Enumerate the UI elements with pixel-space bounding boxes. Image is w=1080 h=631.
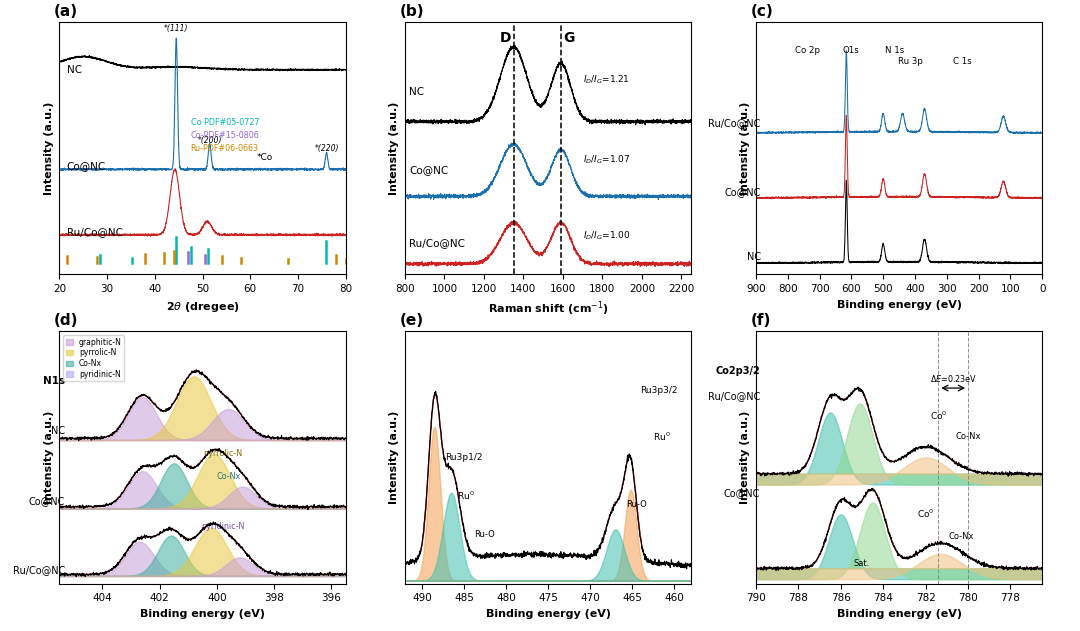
- Text: Sat.: Sat.: [854, 558, 870, 568]
- Text: Ru/Co@NC: Ru/Co@NC: [708, 118, 760, 128]
- X-axis label: Binding energy (eV): Binding energy (eV): [837, 609, 961, 619]
- X-axis label: Binding energy (eV): Binding energy (eV): [140, 609, 265, 619]
- Text: Co@NC: Co@NC: [725, 187, 760, 197]
- Text: Co-Nx: Co-Nx: [949, 531, 974, 541]
- Text: $I_D$/$I_G$=1.00: $I_D$/$I_G$=1.00: [582, 230, 631, 242]
- Text: (e): (e): [400, 313, 423, 328]
- Text: NC: NC: [409, 87, 424, 97]
- Text: Co2p3/2: Co2p3/2: [715, 365, 760, 375]
- Text: Co@NC: Co@NC: [409, 165, 448, 175]
- Text: G: G: [563, 31, 575, 45]
- Text: Co@NC: Co@NC: [724, 488, 760, 498]
- Text: *(111): *(111): [164, 25, 189, 33]
- Text: (a): (a): [54, 4, 78, 19]
- Y-axis label: Intensity (a.u.): Intensity (a.u.): [44, 102, 54, 195]
- Text: NC: NC: [51, 426, 65, 436]
- Legend: graphitic-N, pyrrolic-N, Co-Nx, pyridinic-N: graphitic-N, pyrrolic-N, Co-Nx, pyridini…: [64, 335, 124, 382]
- Text: Co@NC: Co@NC: [67, 162, 106, 172]
- Text: *(220): *(220): [314, 144, 339, 153]
- Text: N1s: N1s: [43, 376, 65, 386]
- Text: C 1s: C 1s: [954, 57, 972, 66]
- Text: Co$^0$: Co$^0$: [930, 410, 947, 422]
- Text: Ru/Co@NC: Ru/Co@NC: [707, 391, 760, 401]
- Text: (d): (d): [54, 313, 79, 328]
- Text: Ru3p3/2: Ru3p3/2: [640, 386, 678, 395]
- Text: N 1s: N 1s: [885, 46, 904, 55]
- Text: NC: NC: [746, 252, 760, 262]
- X-axis label: Raman shift (cm$^{-1}$): Raman shift (cm$^{-1}$): [488, 300, 608, 319]
- X-axis label: 2$\theta$ (dregee): 2$\theta$ (dregee): [165, 300, 240, 314]
- Text: Ru/Co@NC: Ru/Co@NC: [409, 238, 465, 248]
- Text: $I_D$/$I_G$=1.21: $I_D$/$I_G$=1.21: [582, 74, 630, 86]
- X-axis label: Binding energy (eV): Binding energy (eV): [837, 300, 961, 310]
- Text: Ru$^0$: Ru$^0$: [457, 490, 474, 502]
- Text: Ru/Co@NC: Ru/Co@NC: [67, 227, 122, 237]
- Y-axis label: Intensity (a.u.): Intensity (a.u.): [390, 102, 400, 195]
- Text: (c): (c): [751, 4, 773, 19]
- Text: Co-Nx: Co-Nx: [216, 472, 241, 481]
- Text: (f): (f): [751, 313, 771, 328]
- Text: *(200): *(200): [198, 136, 221, 144]
- Text: Ru-PDF#06-0663: Ru-PDF#06-0663: [190, 144, 258, 153]
- Text: Co PDF#05-0727: Co PDF#05-0727: [190, 118, 259, 127]
- Y-axis label: Intensity (a.u.): Intensity (a.u.): [390, 411, 400, 504]
- Text: Ru-O: Ru-O: [626, 500, 647, 509]
- Text: *Co: *Co: [256, 153, 272, 162]
- Text: Ru/Co@NC: Ru/Co@NC: [13, 565, 65, 575]
- Text: D: D: [500, 31, 511, 45]
- Text: O1s: O1s: [842, 46, 860, 55]
- Text: Ru 3p: Ru 3p: [899, 57, 923, 66]
- Text: $I_D$/$I_G$=1.07: $I_D$/$I_G$=1.07: [582, 154, 630, 167]
- Text: Ru-O: Ru-O: [474, 529, 496, 539]
- X-axis label: Binding energy (eV): Binding energy (eV): [486, 609, 610, 619]
- Text: NC: NC: [67, 66, 82, 76]
- Y-axis label: Intensity (a.u.): Intensity (a.u.): [741, 411, 751, 504]
- Text: Co-PDF#15-0806: Co-PDF#15-0806: [190, 131, 259, 140]
- Y-axis label: Intensity (a.u.): Intensity (a.u.): [44, 411, 54, 504]
- Text: Co 2p: Co 2p: [795, 46, 820, 55]
- Text: Co-Nx: Co-Nx: [955, 432, 981, 442]
- Y-axis label: Intensity (a.u.): Intensity (a.u.): [741, 102, 751, 195]
- Text: Co$^0$: Co$^0$: [917, 507, 934, 520]
- Text: (b): (b): [400, 4, 424, 19]
- Text: Co@NC: Co@NC: [29, 496, 65, 505]
- Text: Ru$^0$: Ru$^0$: [653, 431, 671, 444]
- Text: pyridinic-N: pyridinic-N: [201, 522, 244, 531]
- Text: pyrrolic-N: pyrrolic-N: [203, 449, 242, 457]
- Text: Ru3p1/2: Ru3p1/2: [445, 454, 483, 463]
- Text: $\Delta E$=0.23eV: $\Delta E$=0.23eV: [930, 373, 976, 384]
